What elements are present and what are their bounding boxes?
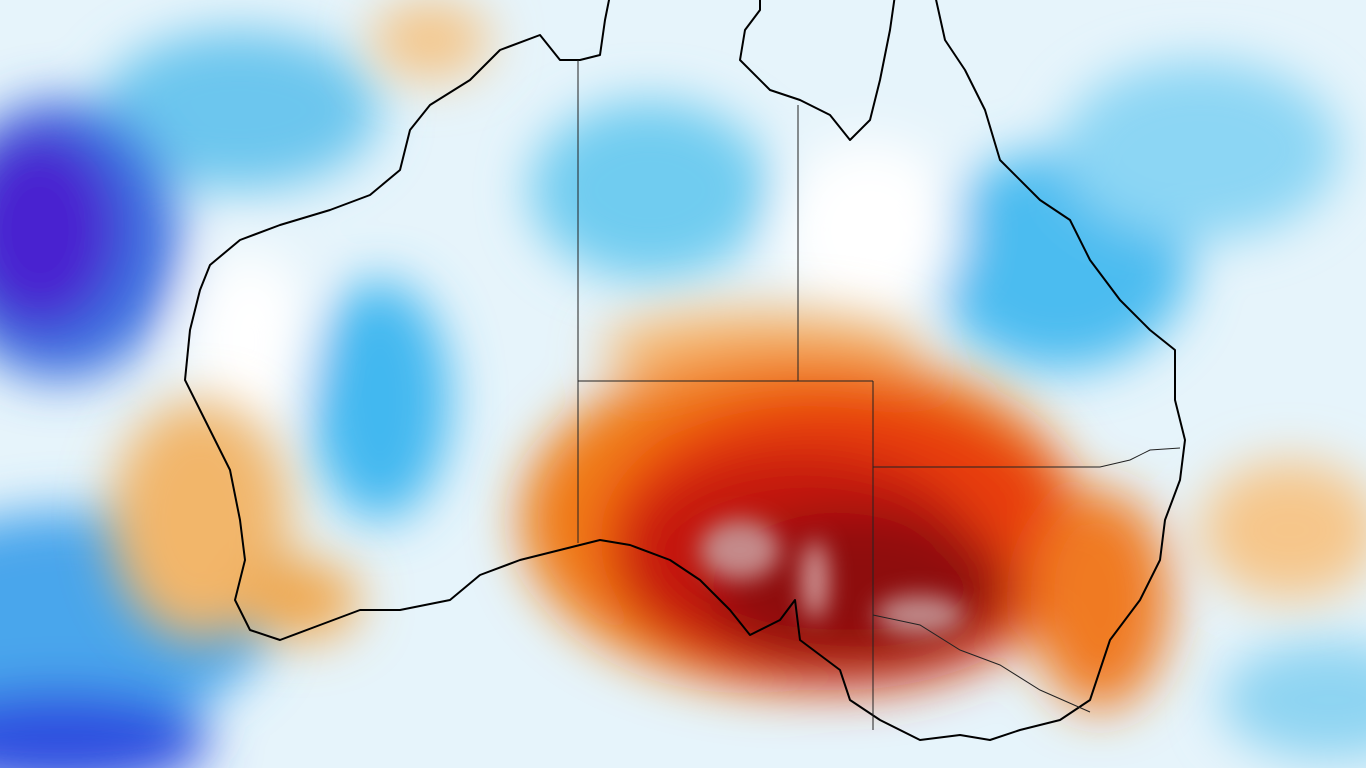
state-borders [577, 60, 1181, 730]
field-cool [0, 30, 1366, 768]
field-hot-core [700, 520, 965, 635]
coastline [184, 0, 1186, 741]
